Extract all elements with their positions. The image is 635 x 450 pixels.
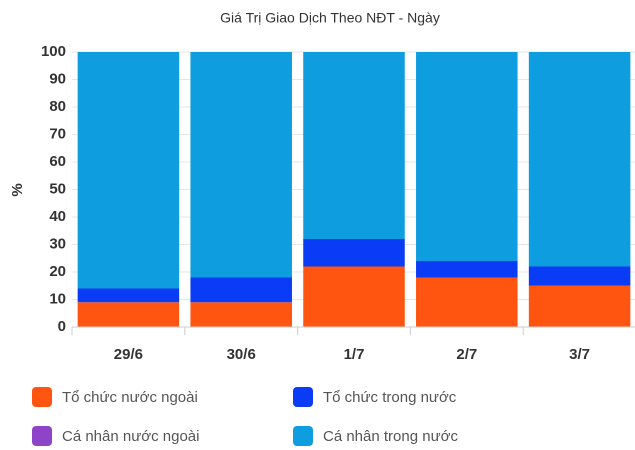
y-tick-label: 60: [49, 153, 66, 170]
bar-segment: [77, 302, 180, 327]
bar-segment: [528, 266, 631, 286]
bar-segment: [303, 239, 405, 267]
legend-swatch: [293, 387, 313, 407]
bar-segment: [416, 52, 518, 261]
bar-segment: [528, 52, 631, 267]
bar-segment: [77, 52, 180, 289]
x-tick-label: 30/6: [227, 346, 256, 363]
x-tick-label: 2/7: [456, 346, 477, 363]
y-axis-label: %: [9, 183, 26, 196]
bar-segment: [190, 302, 292, 327]
x-tick-label: 1/7: [344, 346, 365, 363]
bar-segment: [528, 285, 631, 327]
y-tick-label: 0: [58, 318, 66, 335]
y-tick-label: 30: [49, 235, 66, 252]
y-tick-label: 50: [49, 180, 66, 197]
y-tick-label: 100: [41, 43, 66, 60]
legend-label: Tổ chức nước ngoài: [62, 389, 198, 406]
bar-segment: [303, 266, 405, 327]
bar-segment: [190, 277, 292, 303]
x-tick-label: 29/6: [114, 346, 143, 363]
y-tick-label: 40: [49, 208, 66, 225]
y-tick-label: 20: [49, 263, 66, 280]
bar-segment: [303, 52, 405, 239]
x-tick-label: 3/7: [569, 346, 590, 363]
bar-segment: [416, 277, 518, 327]
chart-title: Giá Trị Giao Dịch Theo NĐT - Ngày: [220, 10, 440, 26]
y-tick-label: 90: [49, 70, 66, 87]
y-tick-label: 10: [49, 290, 66, 307]
legend-label: Cá nhân trong nước: [323, 428, 458, 445]
legend-swatch: [32, 387, 52, 407]
legend-swatch: [293, 426, 313, 446]
bar-segment: [190, 52, 292, 278]
y-tick-label: 70: [49, 125, 66, 142]
bar-segment: [77, 288, 180, 303]
legend-label: Cá nhân nước ngoài: [62, 428, 199, 445]
y-tick-label: 80: [49, 98, 66, 115]
legend-swatch: [32, 426, 52, 446]
bar-segment: [416, 261, 518, 278]
legend-label: Tổ chức trong nước: [323, 389, 457, 406]
